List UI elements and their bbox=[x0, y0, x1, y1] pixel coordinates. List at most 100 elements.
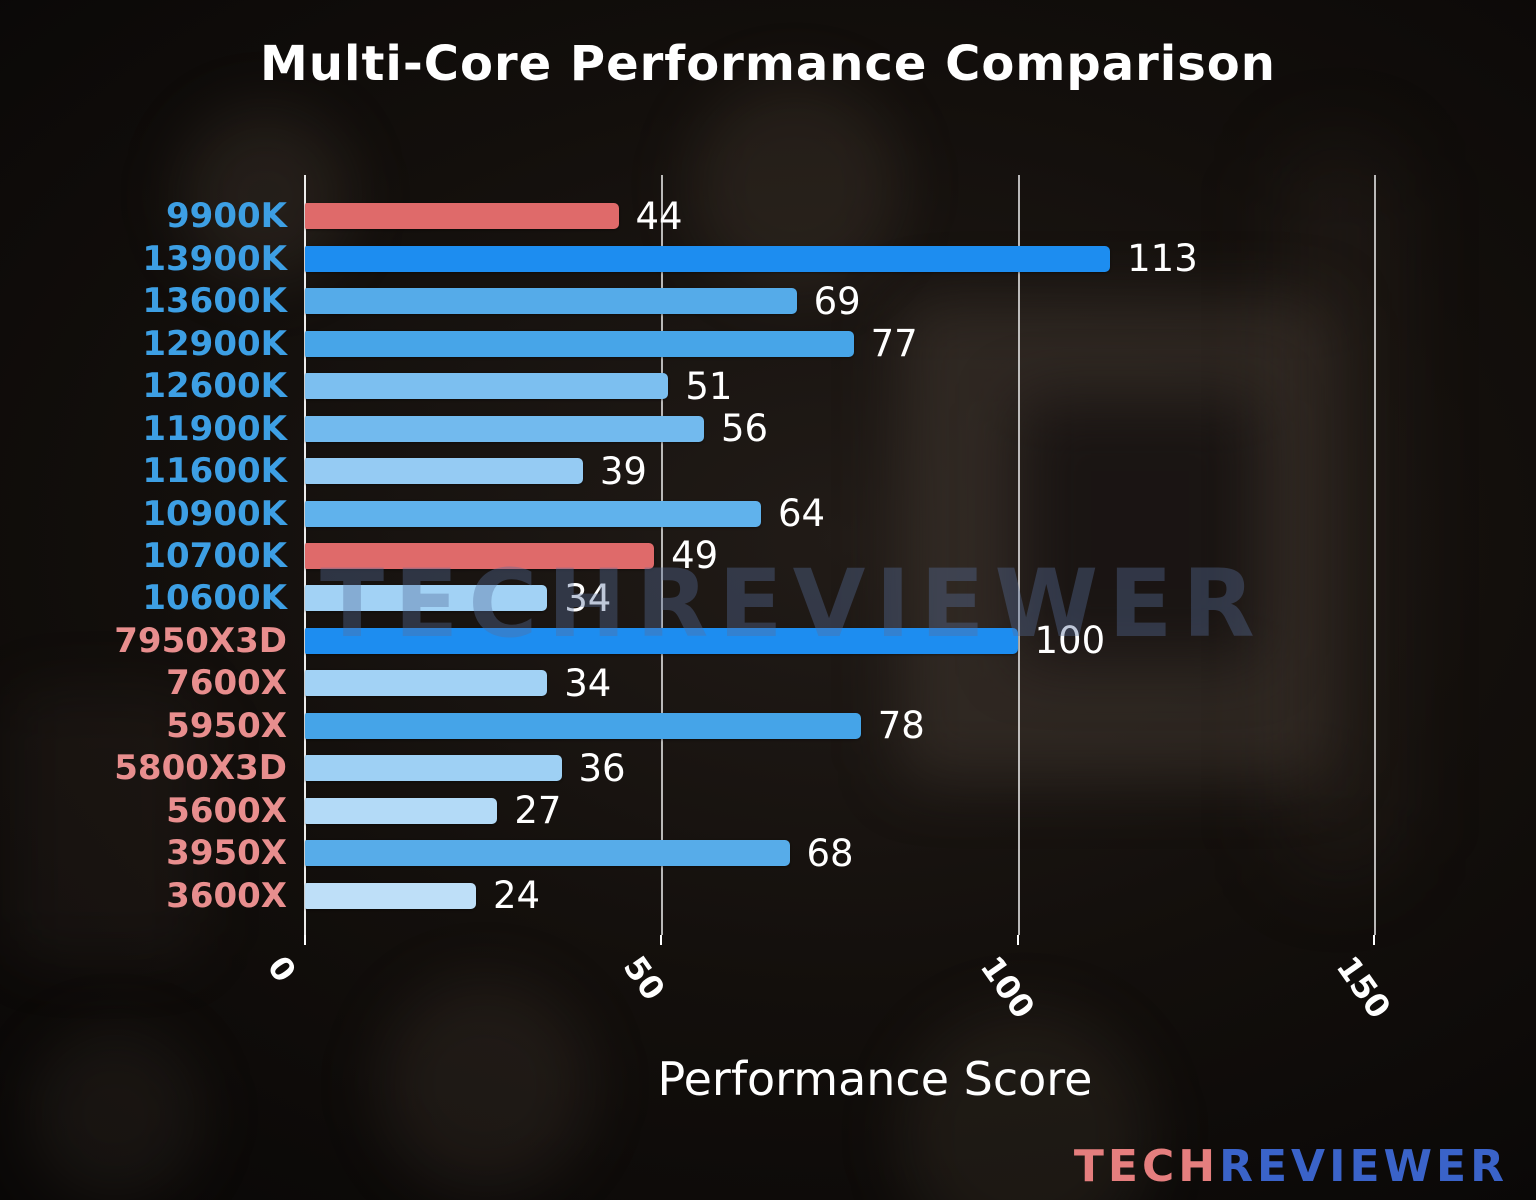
bar-row: 7600X 34 bbox=[0, 662, 1536, 704]
tick-label: 150 bbox=[1328, 949, 1399, 1026]
gridline bbox=[1373, 175, 1376, 935]
tick-label: 100 bbox=[972, 949, 1042, 1026]
value-label: 51 bbox=[685, 364, 733, 408]
value-label: 56 bbox=[721, 407, 769, 451]
bar-row: 13900K 113 bbox=[0, 237, 1536, 279]
category-label: 3600X bbox=[166, 875, 287, 916]
chart-title: Multi-Core Performance Comparison bbox=[260, 36, 1276, 92]
bar-track: 64 bbox=[305, 492, 1536, 534]
category-label: 9900K bbox=[166, 196, 287, 237]
value-label: 68 bbox=[806, 831, 854, 875]
bar-row: 10700K 49 bbox=[0, 535, 1536, 577]
bar-row: 12900K 77 bbox=[0, 322, 1536, 364]
value-label: 78 bbox=[877, 704, 925, 748]
category-label: 11600K bbox=[142, 451, 287, 492]
bar bbox=[305, 797, 498, 824]
bar-row: 5600X 27 bbox=[0, 790, 1536, 832]
bar bbox=[305, 458, 583, 485]
bar bbox=[305, 755, 562, 782]
bar-row: 10900K 64 bbox=[0, 492, 1536, 534]
value-label: 24 bbox=[493, 874, 541, 918]
bar-track: 51 bbox=[305, 365, 1536, 407]
bar-track: 68 bbox=[305, 832, 1536, 874]
bar bbox=[305, 840, 790, 867]
bar-track: 49 bbox=[305, 535, 1536, 577]
bar bbox=[305, 542, 655, 569]
bar-row: 3600X 24 bbox=[0, 875, 1536, 917]
bar-track: 27 bbox=[305, 790, 1536, 832]
tick-mark bbox=[1372, 935, 1375, 945]
category-label: 5800X3D bbox=[114, 748, 287, 789]
category-label: 13900K bbox=[142, 238, 287, 279]
value-label: 39 bbox=[599, 449, 647, 493]
bar-track: 69 bbox=[305, 280, 1536, 322]
category-label: 5950X bbox=[166, 705, 287, 746]
watermark: TECHREVIEWER bbox=[320, 550, 1265, 659]
bar bbox=[305, 882, 476, 909]
bar bbox=[305, 245, 1111, 272]
tick-mark bbox=[304, 935, 306, 945]
value-label: 36 bbox=[578, 746, 626, 790]
bar-row: 3950X 68 bbox=[0, 832, 1536, 874]
value-label: 69 bbox=[813, 279, 861, 323]
site-logo-tech: TECH bbox=[1073, 1141, 1220, 1192]
site-logo: TECHREVIEWER bbox=[1074, 1141, 1508, 1192]
category-label: 7950X3D bbox=[114, 620, 287, 661]
bar-track: 36 bbox=[305, 747, 1536, 789]
tick-label: 0 bbox=[259, 949, 304, 990]
bar-track: 34 bbox=[305, 577, 1536, 619]
bar bbox=[305, 627, 1018, 654]
value-label: 34 bbox=[564, 576, 612, 620]
category-label: 3950X bbox=[166, 833, 287, 874]
bar-track: 24 bbox=[305, 875, 1536, 917]
bar bbox=[305, 415, 704, 442]
bar bbox=[305, 373, 669, 400]
bar-row: 13600K 69 bbox=[0, 280, 1536, 322]
value-label: 113 bbox=[1127, 237, 1198, 281]
value-label: 34 bbox=[564, 661, 612, 705]
category-label: 11900K bbox=[142, 408, 287, 449]
category-label: 7600X bbox=[166, 663, 287, 704]
gridline bbox=[661, 175, 664, 935]
bar-track: 77 bbox=[305, 322, 1536, 364]
bar bbox=[305, 288, 797, 315]
bar-row: 5800X3D 36 bbox=[0, 747, 1536, 789]
bar bbox=[305, 330, 854, 357]
bar-row: 12600K 51 bbox=[0, 365, 1536, 407]
bar-track: 44 bbox=[305, 195, 1536, 237]
bar-row: 11900K 56 bbox=[0, 407, 1536, 449]
value-label: 44 bbox=[635, 194, 683, 238]
category-label: 10900K bbox=[142, 493, 287, 534]
x-axis-label: Performance Score bbox=[657, 1052, 1093, 1106]
category-label: 12900K bbox=[142, 323, 287, 364]
bar-row: 5950X 78 bbox=[0, 705, 1536, 747]
value-label: 49 bbox=[671, 534, 719, 578]
tick-label: 50 bbox=[616, 949, 673, 1008]
value-label: 77 bbox=[870, 322, 918, 366]
tick-mark bbox=[660, 935, 663, 945]
bar-track: 113 bbox=[305, 237, 1536, 279]
category-label: 10600K bbox=[142, 578, 287, 619]
bar-track: 56 bbox=[305, 407, 1536, 449]
category-label: 13600K bbox=[142, 281, 287, 322]
bar-track: 78 bbox=[305, 705, 1536, 747]
site-logo-reviewer: REVIEWER bbox=[1219, 1141, 1508, 1192]
bar-row: 10600K 34 bbox=[0, 577, 1536, 619]
bar bbox=[305, 585, 548, 612]
background-blur-shape bbox=[30, 1030, 200, 1200]
bar bbox=[305, 500, 761, 527]
bar-row: 9900K 44 bbox=[0, 195, 1536, 237]
bar-track: 39 bbox=[305, 450, 1536, 492]
tick-mark bbox=[1016, 935, 1019, 945]
value-label: 27 bbox=[514, 789, 562, 833]
category-label: 5600X bbox=[166, 790, 287, 831]
bar-row: 11600K 39 bbox=[0, 450, 1536, 492]
bar bbox=[305, 203, 619, 230]
bar bbox=[305, 712, 861, 739]
category-label: 12600K bbox=[142, 366, 287, 407]
bar-track: 34 bbox=[305, 662, 1536, 704]
value-label: 64 bbox=[778, 492, 826, 536]
x-axis-ticks: 0 50 100 150 bbox=[260, 935, 1465, 1037]
bar bbox=[305, 670, 548, 697]
